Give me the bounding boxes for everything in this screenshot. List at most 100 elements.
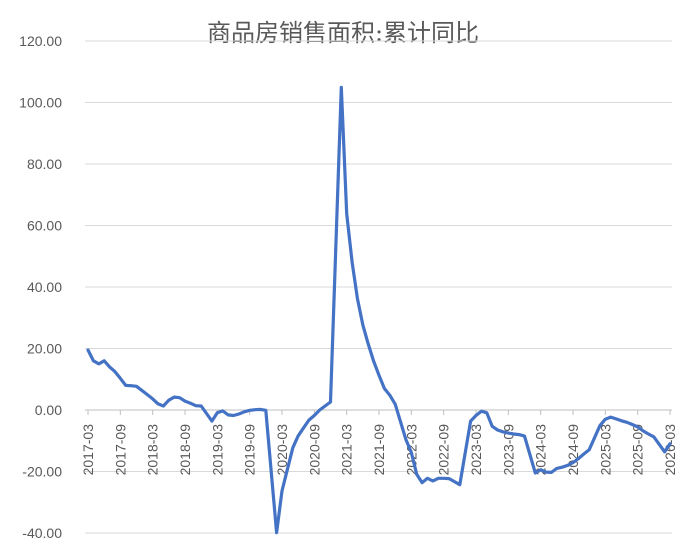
data-point	[588, 448, 591, 451]
data-point	[566, 464, 569, 467]
x-tick-label: 2025-03	[597, 424, 613, 476]
x-tick-label: 2021-03	[339, 424, 355, 476]
data-point	[324, 405, 327, 408]
data-point	[130, 384, 133, 387]
data-point	[297, 434, 300, 437]
data-point	[437, 477, 440, 480]
data-point	[545, 471, 548, 474]
data-point	[405, 438, 408, 441]
data-point	[367, 343, 370, 346]
data-point	[620, 419, 623, 422]
data-point	[647, 433, 650, 436]
data-point	[238, 413, 241, 416]
x-tick-label: 2023-03	[468, 424, 484, 476]
data-point	[227, 414, 230, 417]
data-point	[432, 480, 435, 483]
y-tick-label: 100.00	[19, 95, 62, 111]
data-point	[135, 385, 138, 388]
x-tick-label: 2024-09	[565, 424, 581, 476]
data-point	[124, 384, 127, 387]
x-tick-label: 2020-09	[306, 424, 322, 476]
data-point	[345, 212, 348, 215]
data-point	[114, 370, 117, 373]
x-tick-label: 2021-09	[371, 424, 387, 476]
data-point	[469, 420, 472, 423]
data-point	[642, 430, 645, 433]
data-point	[340, 86, 343, 89]
data-point	[378, 374, 381, 377]
x-tick-label: 2022-09	[436, 424, 452, 476]
x-tick-label: 2019-03	[209, 424, 225, 476]
data-point	[318, 409, 321, 412]
data-point	[550, 471, 553, 474]
x-tick-label: 2019-09	[242, 424, 258, 476]
data-point	[626, 421, 629, 424]
data-point	[162, 405, 165, 408]
data-point	[243, 410, 246, 413]
x-tick-label: 2017-09	[112, 424, 128, 476]
data-point	[264, 409, 267, 412]
data-point	[652, 435, 655, 438]
data-point	[604, 418, 607, 421]
gridlines	[85, 40, 672, 534]
data-point	[631, 423, 634, 426]
y-axis-tick-labels: -40.00 -20.00 0.00 20.00 40.00 60.00 80.00 100.…	[19, 33, 62, 541]
data-point	[216, 411, 219, 414]
data-point	[426, 477, 429, 480]
data-point	[119, 377, 122, 380]
x-tick-label: 2017-03	[80, 424, 96, 476]
data-point	[151, 398, 154, 401]
y-tick-label: 40.00	[27, 279, 62, 295]
data-point	[259, 408, 262, 411]
data-point	[534, 472, 537, 475]
x-tick-label: 2026-03	[662, 424, 678, 476]
x-tick-label: 2018-03	[145, 424, 161, 476]
data-point	[356, 297, 359, 300]
data-point	[291, 446, 294, 449]
data-point	[184, 400, 187, 403]
data-point	[383, 387, 386, 390]
data-point	[178, 396, 181, 399]
data-point	[221, 410, 224, 413]
data-point	[669, 442, 672, 445]
plot-area	[86, 85, 672, 535]
data-point	[491, 425, 494, 428]
data-point	[92, 359, 95, 362]
data-point	[663, 450, 666, 453]
data-point	[502, 430, 505, 433]
data-point	[480, 410, 483, 413]
y-tick-label: -40.00	[22, 525, 62, 541]
series-line	[86, 85, 672, 535]
data-point	[372, 360, 375, 363]
data-point	[200, 405, 203, 408]
data-point	[329, 401, 332, 404]
x-tick-label: 2020-03	[274, 424, 290, 476]
data-point	[308, 419, 311, 422]
y-tick-label: 80.00	[27, 156, 62, 172]
data-point	[453, 480, 456, 483]
x-tick-label: 2024-03	[533, 424, 549, 476]
data-point	[173, 396, 176, 399]
data-point	[496, 429, 499, 432]
x-tick-label: 2023-09	[500, 424, 516, 476]
data-point	[394, 403, 397, 406]
data-point	[248, 409, 251, 412]
data-point	[361, 323, 364, 326]
data-point	[572, 461, 575, 464]
data-point	[194, 404, 197, 407]
x-tick-label: 2025-09	[630, 424, 646, 476]
data-point	[351, 261, 354, 264]
data-point	[87, 349, 90, 352]
data-point	[615, 418, 618, 421]
data-point	[539, 468, 542, 471]
chart-title: 商品房销售面积:累计同比	[207, 19, 479, 47]
data-point	[555, 467, 558, 470]
data-point	[302, 426, 305, 429]
data-point	[458, 483, 461, 486]
data-point	[523, 435, 526, 438]
data-point	[275, 531, 278, 534]
y-tick-label: 20.00	[27, 341, 62, 357]
data-point	[388, 394, 391, 397]
data-point	[254, 408, 257, 411]
